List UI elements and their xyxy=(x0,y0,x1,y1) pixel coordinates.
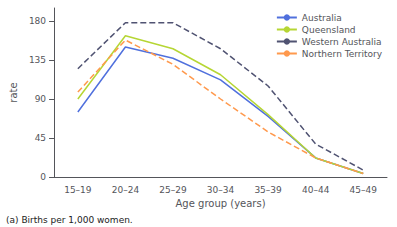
svg-text:20–24: 20–24 xyxy=(112,185,140,195)
svg-text:Age group (years): Age group (years) xyxy=(176,198,266,209)
svg-text:135: 135 xyxy=(29,55,46,65)
svg-text:rate: rate xyxy=(8,82,19,102)
svg-text:90: 90 xyxy=(35,94,47,104)
svg-text:15–19: 15–19 xyxy=(64,185,92,195)
svg-text:0: 0 xyxy=(40,172,46,182)
svg-text:45: 45 xyxy=(35,133,46,143)
svg-text:180: 180 xyxy=(29,16,46,26)
svg-text:(a) Births per 1,000 women.: (a) Births per 1,000 women. xyxy=(6,215,133,225)
svg-text:30–34: 30–34 xyxy=(207,185,235,195)
svg-text:40–44: 40–44 xyxy=(302,185,330,195)
svg-text:Northern Territory: Northern Territory xyxy=(302,49,383,59)
svg-text:Queensland: Queensland xyxy=(302,25,356,35)
svg-text:Australia: Australia xyxy=(302,13,342,23)
svg-text:45–49: 45–49 xyxy=(350,185,378,195)
svg-text:Western Australia: Western Australia xyxy=(302,37,382,47)
svg-text:25–29: 25–29 xyxy=(159,185,187,195)
svg-text:35–39: 35–39 xyxy=(254,185,282,195)
